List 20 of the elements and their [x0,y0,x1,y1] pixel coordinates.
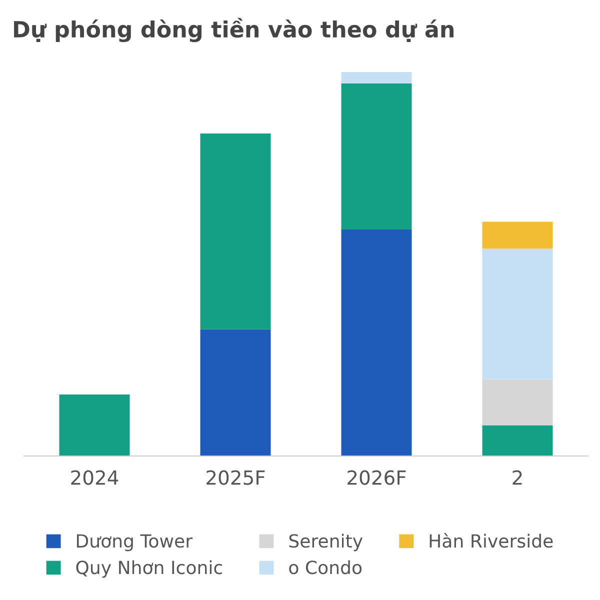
chart-title: Dự phóng dòng tiền vào theo dự án [14,18,454,42]
bar [482,425,553,456]
x-tick-label: 2024 [71,470,118,485]
bar [341,72,412,84]
x-tick-label: 2 [512,470,522,485]
bar [482,379,553,426]
legend-label: Quy Nhơn Iconic [76,560,222,578]
bar [482,248,553,380]
legend-label: Hàn Riverside [430,533,553,548]
x-tick-label: 2026F [348,470,406,485]
bar [200,329,271,456]
legend-label: Serenity [289,534,363,552]
bar [341,84,412,230]
bar [200,133,271,330]
legend-label: o Condo [289,560,362,574]
bar [341,229,412,456]
legend-label: Dương Tower [76,534,193,552]
x-tick-label: 2025F [206,470,265,485]
bar [482,222,553,249]
bar [59,394,130,456]
